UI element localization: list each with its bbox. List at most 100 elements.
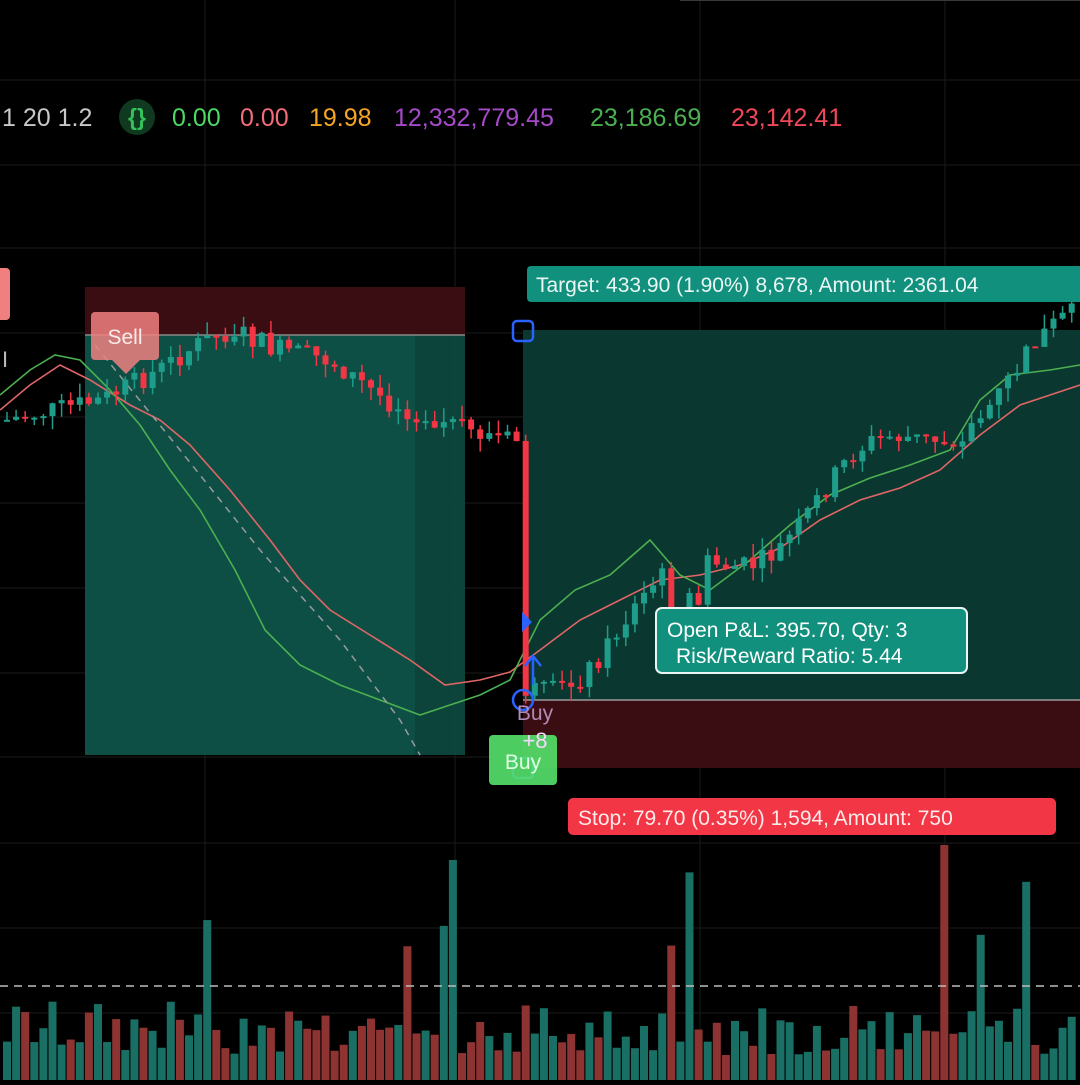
candle-body bbox=[531, 682, 538, 696]
volume-bar bbox=[658, 1013, 667, 1080]
candle-body bbox=[1050, 318, 1057, 329]
long-stop-zone[interactable] bbox=[523, 700, 1080, 768]
candle-body bbox=[741, 557, 748, 567]
volume-bar bbox=[303, 1028, 312, 1080]
entry-handle-top[interactable] bbox=[511, 319, 535, 343]
play-marker-icon bbox=[522, 612, 532, 632]
volume-bar bbox=[767, 1053, 776, 1080]
volume-bar bbox=[467, 1042, 476, 1080]
volume-bar bbox=[721, 1054, 730, 1080]
volume-bar bbox=[667, 945, 676, 1080]
volume-bar bbox=[903, 1033, 912, 1080]
volume-bar bbox=[621, 1036, 630, 1080]
short-position-tool[interactable] bbox=[85, 287, 465, 755]
volume-bar bbox=[494, 1050, 503, 1080]
volume-bar bbox=[530, 1033, 539, 1080]
candle-body bbox=[968, 423, 975, 442]
volume-bar bbox=[1040, 1053, 1049, 1080]
volume-bar bbox=[503, 1032, 512, 1080]
left-edge-price-tag[interactable] bbox=[0, 268, 10, 320]
candle-body bbox=[877, 436, 884, 439]
candle-body bbox=[777, 543, 784, 561]
volume-bar bbox=[130, 1019, 139, 1080]
volume-bar bbox=[922, 1030, 931, 1080]
volume-bar bbox=[703, 1041, 712, 1080]
candle-body bbox=[904, 436, 911, 441]
volume-bar bbox=[48, 1001, 57, 1080]
candle-body bbox=[1014, 372, 1021, 376]
volume-bar bbox=[876, 1049, 885, 1080]
volume-bar bbox=[594, 1037, 603, 1080]
volume-bar bbox=[676, 1041, 685, 1080]
candle-body bbox=[795, 518, 802, 535]
volume-bar bbox=[3, 1041, 11, 1080]
volume-bar bbox=[385, 1027, 394, 1080]
volume-bar bbox=[931, 1031, 940, 1080]
buy-marker[interactable]: Buy +8 bbox=[489, 728, 557, 785]
candle-body bbox=[49, 403, 56, 417]
volume-bar bbox=[785, 1022, 794, 1080]
volume-bars bbox=[3, 845, 1076, 1080]
code-braces-icon[interactable] bbox=[119, 99, 155, 135]
candle-body bbox=[650, 585, 657, 593]
candle-body bbox=[158, 362, 165, 372]
volume-bar bbox=[576, 1050, 585, 1080]
pnl-label-box[interactable]: Open P&L: 395.70, Qty: 3 Risk/Reward Rat… bbox=[655, 607, 968, 674]
volume-bar bbox=[712, 1022, 721, 1080]
candle-body bbox=[422, 421, 429, 424]
volume-bar bbox=[976, 934, 985, 1080]
volume-bar bbox=[312, 1030, 321, 1080]
volume-bar bbox=[357, 1025, 366, 1080]
volume-bar bbox=[148, 1030, 157, 1080]
candle-body bbox=[486, 433, 493, 439]
candle-body bbox=[322, 355, 329, 365]
sell-marker[interactable]: Sell bbox=[91, 312, 159, 374]
indicator-values-bar[interactable]: 1 20 1.2 {} 0.00 0.00 19.98 12,332,779.4… bbox=[2, 99, 842, 135]
candle-body bbox=[95, 397, 101, 404]
stop-label-box[interactable]: Stop: 79.70 (0.35%) 1,594, Amount: 750 bbox=[568, 798, 1056, 835]
volume-bar bbox=[1022, 881, 1031, 1080]
volume-bar bbox=[585, 1022, 594, 1080]
candle-body bbox=[914, 434, 920, 437]
candle-body bbox=[850, 460, 857, 463]
candle-body bbox=[58, 400, 65, 404]
candle-body bbox=[977, 418, 984, 424]
volume-bar bbox=[421, 1030, 430, 1080]
candle-body bbox=[550, 680, 556, 683]
indicator-value-5: 23,186.69 bbox=[590, 104, 701, 132]
volume-bar bbox=[75, 1042, 84, 1080]
volume-bar bbox=[157, 1047, 166, 1080]
volume-bar bbox=[549, 1036, 557, 1080]
volume-bar bbox=[21, 1012, 30, 1080]
volume-bar bbox=[603, 1011, 612, 1080]
volume-bar bbox=[221, 1048, 230, 1080]
volume-bar bbox=[640, 1025, 648, 1080]
candle-body bbox=[577, 686, 584, 689]
target-label-box[interactable]: Target: 433.90 (1.90%) 8,678, Amount: 23… bbox=[527, 266, 1080, 302]
volume-bar bbox=[940, 845, 949, 1080]
volume-bar bbox=[1004, 1041, 1012, 1080]
volume-bar bbox=[84, 1012, 93, 1080]
candle-body bbox=[358, 372, 365, 381]
volume-bar bbox=[194, 1014, 203, 1080]
entry-handle-mid[interactable] bbox=[511, 688, 535, 712]
volume-bar bbox=[485, 1036, 494, 1080]
volume-bar bbox=[840, 1037, 849, 1080]
volume-bar bbox=[776, 1020, 785, 1080]
candle-body bbox=[395, 409, 402, 412]
candle-body bbox=[1068, 303, 1075, 313]
candle-body bbox=[231, 336, 238, 342]
volume-bar bbox=[30, 1042, 39, 1080]
candle-body bbox=[249, 326, 256, 347]
candle-body bbox=[204, 335, 211, 339]
volume-bar bbox=[203, 920, 212, 1080]
candle-body bbox=[22, 416, 29, 419]
volume-bar bbox=[803, 1051, 812, 1080]
volume-bar bbox=[685, 872, 694, 1080]
candle-body bbox=[413, 419, 420, 423]
candle-body bbox=[149, 371, 156, 389]
candle-body bbox=[595, 662, 602, 669]
indicator-value-2: 0.00 bbox=[240, 104, 289, 132]
